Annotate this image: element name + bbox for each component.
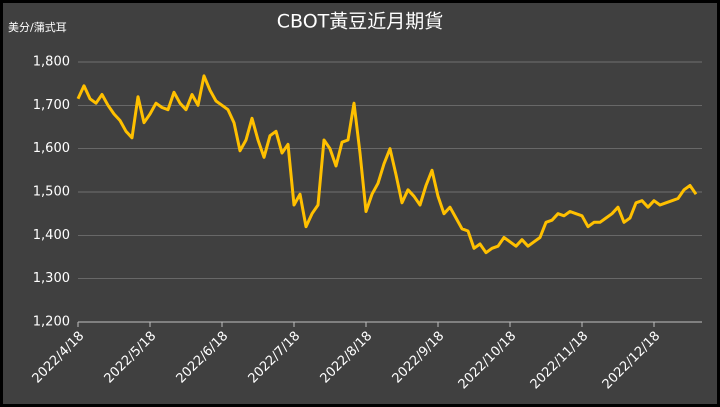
data-line	[76, 74, 698, 255]
y-tick-label: 1,700	[33, 98, 70, 113]
y-tick-label: 1,800	[33, 55, 70, 70]
y-tick-label: 1,300	[33, 271, 70, 286]
y-axis-label: 美分/蒲式耳	[8, 20, 67, 34]
y-tick-label: 1,500	[33, 185, 70, 200]
chart-title: CBOT黃豆近月期貨	[277, 11, 444, 33]
y-tick-label: 1,600	[33, 141, 70, 156]
chart-background	[3, 3, 717, 404]
y-tick-label: 1,400	[33, 228, 70, 243]
y-tick-label: 1,200	[33, 315, 70, 330]
